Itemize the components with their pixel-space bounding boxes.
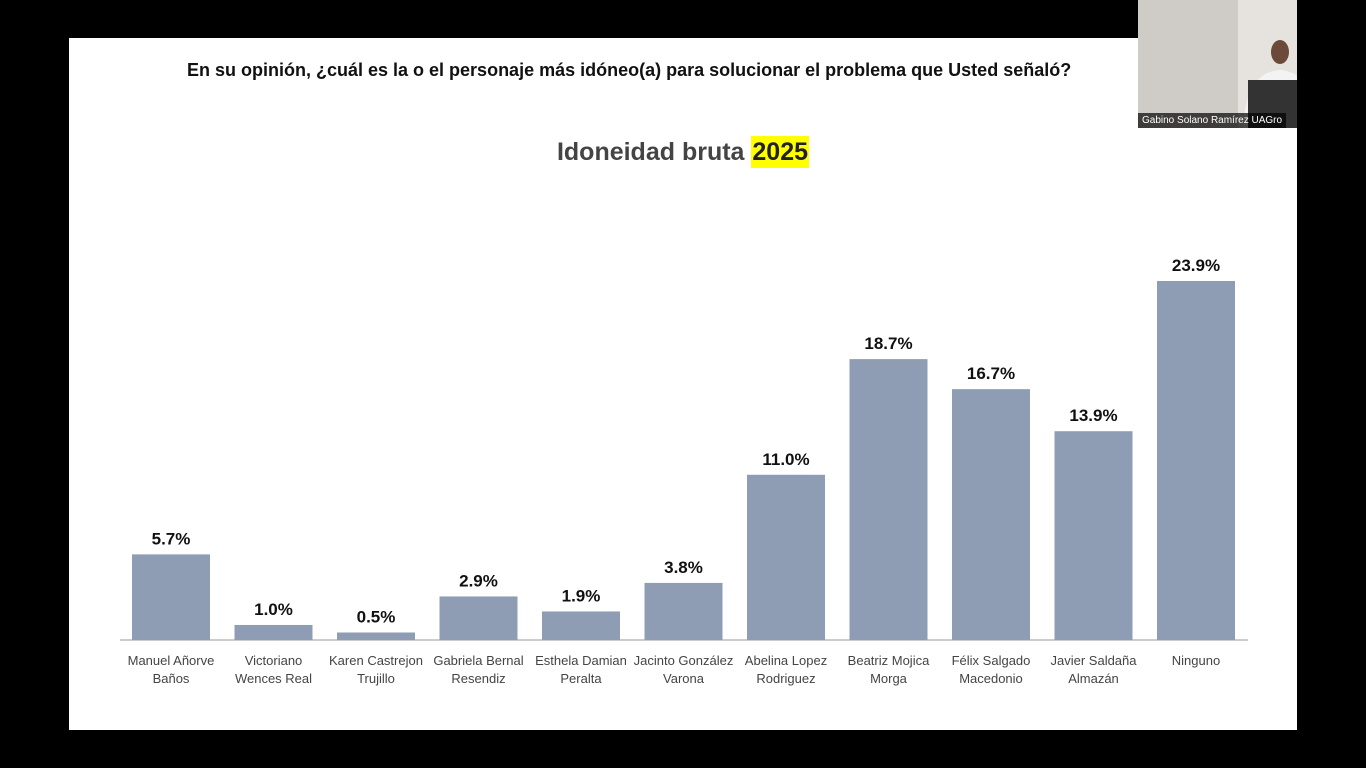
title-text: Idoneidad bruta	[556, 138, 745, 166]
video-tile: Gabino Solano Ramírez UAGro	[1138, 0, 1297, 128]
bar	[439, 596, 518, 640]
value-label: 11.0%	[762, 450, 809, 469]
value-label: 0.5%	[357, 607, 396, 626]
value-label: 18.7%	[864, 334, 912, 353]
value-label: 2.9%	[459, 571, 498, 590]
value-label: 5.7%	[152, 529, 191, 548]
bar	[132, 554, 210, 640]
bar	[747, 474, 825, 640]
bar	[1157, 281, 1235, 640]
x-tick-label: Abelina Lopez Rodriguez	[744, 653, 828, 686]
x-tick-label: Jacinto González Varona	[633, 653, 734, 686]
question: En su opinión, ¿cuál es la o el personaj…	[187, 60, 1072, 80]
slide: En su opinión, ¿cuál es la o el personaj…	[69, 38, 1297, 730]
x-tick-label: Esthela Damian Peralta	[535, 653, 627, 686]
bar	[542, 611, 620, 640]
bar	[849, 359, 928, 640]
bar	[1054, 431, 1133, 640]
value-label: 1.0%	[254, 600, 293, 619]
title-highlight: 2025	[751, 136, 810, 168]
value-label: 13.9%	[1069, 406, 1117, 425]
x-tick-label: Javier Saldaña Almazán	[1050, 653, 1137, 686]
value-label: 23.9%	[1172, 256, 1220, 275]
x-tick-label: Manuel Añorve Baños	[127, 653, 215, 686]
x-tick-label: Félix Salgado Macedonio	[951, 653, 1031, 686]
chart-title: Idoneidad bruta 2025	[69, 136, 1297, 168]
bar	[234, 624, 313, 640]
x-tick-label: Beatriz Mojica Morga	[847, 653, 930, 686]
bar	[952, 389, 1030, 640]
value-label: 1.9%	[562, 586, 601, 605]
x-tick-label: Gabriela Bernal Resendiz	[433, 653, 524, 686]
participant-name: Gabino Solano Ramírez UAGro	[1138, 113, 1287, 128]
x-tick-label: Victoriano Wences Real	[234, 653, 313, 686]
chart: 5.7% 1.0% 0.5% 2.9% 1.9% 3.8% 11.0% 18.7% 16.7% 1…	[120, 256, 1248, 641]
bar	[337, 632, 415, 640]
bar	[644, 582, 723, 640]
video-feed	[1138, 0, 1297, 128]
x-tick-label: Karen Castrejon Trujillo	[329, 653, 423, 686]
value-label: 3.8%	[664, 558, 703, 577]
watermark: zoom	[1170, 688, 1259, 726]
value-label: 16.7%	[967, 364, 1015, 383]
x-tick-label: Ninguno	[1171, 653, 1221, 668]
